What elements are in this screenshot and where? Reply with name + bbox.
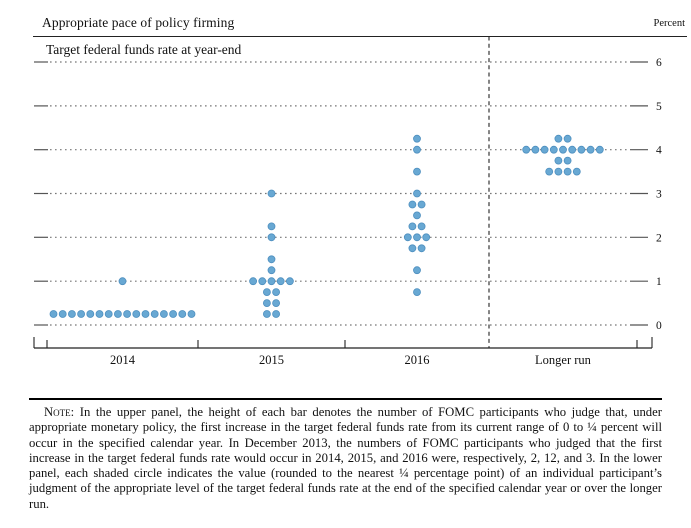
projection-dot	[586, 145, 595, 154]
projection-dot	[554, 134, 563, 143]
projection-dot	[403, 233, 412, 242]
projection-dot	[272, 310, 281, 318]
projection-dot	[417, 222, 426, 231]
projection-dot	[104, 310, 113, 318]
x-axis-label: 2014	[110, 353, 136, 367]
y-tick-label: 4	[656, 145, 662, 157]
projection-dot	[178, 310, 187, 318]
projection-dot	[408, 222, 417, 231]
projection-dot	[413, 288, 421, 297]
projection-dot	[272, 288, 281, 297]
x-axis-label: 2015	[259, 353, 284, 367]
projection-dot	[114, 310, 122, 318]
y-axis-unit-label: Percent	[653, 18, 686, 29]
projection-dot	[554, 156, 563, 165]
dot-plot-svg: 0 1 2 3 4 5 6 2014 2015 2016 Longer run	[33, 35, 687, 367]
projection-dot	[118, 277, 127, 286]
projection-dot	[422, 233, 431, 242]
projection-dot	[540, 145, 549, 154]
projection-dot	[258, 277, 267, 286]
projection-dot	[545, 167, 554, 176]
projection-dot	[95, 310, 104, 318]
projection-dot	[563, 156, 572, 165]
projection-dot	[549, 145, 558, 154]
x-axis-label: 2016	[405, 353, 430, 367]
y-tick-label: 1	[656, 276, 662, 288]
projection-dot	[141, 310, 150, 318]
projection-dot	[413, 266, 421, 275]
projection-dot	[554, 167, 563, 176]
projection-dot	[577, 145, 586, 154]
projection-dot	[413, 145, 421, 154]
projection-dot	[262, 288, 271, 297]
projection-dot	[267, 222, 276, 231]
projection-dot	[595, 145, 604, 154]
projection-dot	[408, 244, 417, 253]
projection-dot	[267, 266, 276, 275]
note-text: In the upper panel, the height of each b…	[29, 405, 663, 511]
projection-dot	[267, 233, 276, 242]
projection-dot	[86, 310, 95, 318]
projection-dot	[249, 277, 258, 286]
projection-dot	[568, 145, 577, 154]
projection-dot	[262, 299, 271, 308]
projection-dot	[531, 145, 540, 154]
projection-dot	[77, 310, 85, 318]
projection-dot	[408, 200, 417, 209]
chart-title: Appropriate pace of policy firming	[42, 15, 235, 30]
projection-dot	[285, 277, 294, 286]
projection-dot	[276, 277, 285, 286]
projection-dot	[413, 233, 421, 242]
projection-dot	[413, 211, 421, 220]
projection-dot	[267, 255, 276, 264]
note-label: Note:	[44, 405, 75, 419]
projection-dot	[49, 310, 58, 318]
projection-dot	[413, 189, 421, 198]
dot-plot-canvas: 0 1 2 3 4 5 6 2014 2015 2016 Longer run	[33, 35, 687, 367]
y-tick-label: 0	[656, 320, 662, 332]
projection-dot	[272, 299, 281, 308]
projection-dot	[559, 145, 567, 154]
chart-subtitle: Target federal funds rate at year-end	[46, 42, 242, 57]
projection-dot	[169, 310, 178, 318]
projection-dot	[123, 310, 131, 318]
y-tick-label: 6	[656, 57, 662, 69]
projection-dot	[413, 167, 421, 176]
projection-dot	[267, 277, 276, 286]
projection-dot	[522, 145, 531, 154]
projection-dot	[150, 310, 159, 318]
projection-dot	[132, 310, 141, 318]
y-tick-label: 5	[656, 101, 662, 113]
projection-dot	[262, 310, 271, 318]
projection-dot	[417, 244, 426, 253]
projection-dot	[267, 189, 276, 198]
x-axis-label: Longer run	[535, 353, 592, 367]
projection-dot	[417, 200, 426, 209]
figure-note: Note: In the upper panel, the height of …	[29, 398, 662, 512]
projection-dot	[58, 310, 67, 318]
projection-dot	[413, 134, 421, 143]
projection-dot	[572, 167, 581, 176]
y-tick-label: 2	[656, 232, 662, 244]
projection-dot	[187, 310, 196, 318]
projection-dot	[563, 167, 572, 176]
y-tick-label: 3	[656, 189, 662, 201]
projection-dot	[68, 310, 76, 318]
projection-dot	[159, 310, 168, 318]
projection-dot	[563, 134, 572, 143]
